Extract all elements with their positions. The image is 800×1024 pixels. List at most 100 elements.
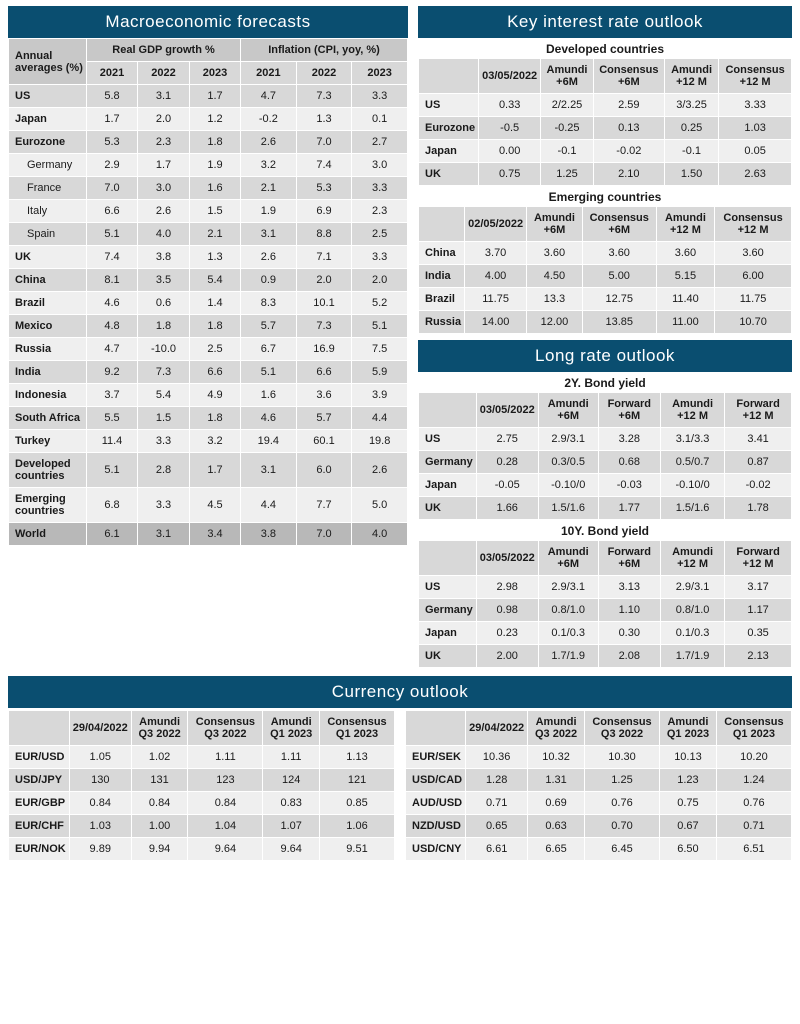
table-row: UK0.751.252.101.502.63 [419,163,792,186]
cell: 7.7 [296,488,352,523]
cell: 4.4 [241,488,297,523]
cell: 1.7 [189,453,240,488]
cell: 0.1/0.3 [660,622,724,645]
cell: 1.04 [188,815,263,838]
cell: 5.15 [656,265,714,288]
cell: USD/JPY [9,769,70,792]
cell: 0.68 [598,451,660,474]
cell: 2.6 [241,246,297,269]
cell: 1.77 [598,497,660,520]
cell: 9.94 [131,838,188,861]
cell: 7.3 [296,85,352,108]
cell: 2.08 [598,645,660,668]
cell: 2.1 [189,223,240,246]
cell: 9.2 [87,361,138,384]
table-row: Brazil4.60.61.48.310.15.2 [9,292,408,315]
cell: 3.3 [138,488,190,523]
cell: 0.3/0.5 [538,451,598,474]
table-row: South Africa5.51.51.84.65.74.4 [9,407,408,430]
cell: Russia [9,338,87,361]
cell: 1.24 [716,769,791,792]
col-header: Amundi +12 M [660,393,724,428]
cell: -0.1 [541,140,594,163]
rates-em-table: 02/05/2022Amundi +6MConsensus +6MAmundi … [418,206,792,334]
fx-left-table: 29/04/2022Amundi Q3 2022Consensus Q3 202… [8,710,395,861]
macro-group-gdp: Real GDP growth % [87,39,241,62]
cell: Russia [419,311,465,334]
cell: 1.8 [189,131,240,154]
cell: 0.28 [476,451,538,474]
table-row: Japan0.00-0.1-0.02-0.10.05 [419,140,792,163]
cell: 3.41 [725,428,792,451]
cell: 2.3 [352,200,408,223]
cell: 0.71 [716,815,791,838]
cell: India [9,361,87,384]
cell: 1.66 [476,497,538,520]
col-header: Amundi Q1 2023 [263,711,320,746]
cell: 3.28 [598,428,660,451]
cell: UK [419,497,477,520]
cell: 2.3 [138,131,190,154]
cell: 1.5/1.6 [538,497,598,520]
long-sub-2y: 2Y. Bond yield [418,372,792,392]
cell: 0.70 [584,815,659,838]
cell: 0.75 [479,163,541,186]
cell: 2.5 [352,223,408,246]
col-header: 2022 [296,62,352,85]
cell: 7.0 [296,523,352,546]
table-row: Eurozone-0.5-0.250.130.251.03 [419,117,792,140]
table-row: US0.332/2.252.593/3.253.33 [419,94,792,117]
cell: 12.00 [527,311,583,334]
cell: 10.20 [716,746,791,769]
col-header: 03/05/2022 [476,541,538,576]
rates-panel: Key interest rate outlook Developed coun… [418,6,792,334]
cell: 0.83 [263,792,320,815]
table-row: Emerging countries6.83.34.54.47.75.0 [9,488,408,523]
rates-dev-sub: Developed countries [418,38,792,58]
col-header: 29/04/2022 [69,711,131,746]
cell: 7.3 [138,361,190,384]
cell: 19.8 [352,430,408,453]
cell: -0.1 [664,140,718,163]
cell: 2.00 [476,645,538,668]
table-row: Germany2.91.71.93.27.43.0 [9,154,408,177]
col-header: Amundi Q1 2023 [660,711,717,746]
cell: 10.13 [660,746,717,769]
cell: 2.75 [476,428,538,451]
cell: 1.17 [725,599,792,622]
table-row: Japan0.230.1/0.30.300.1/0.30.35 [419,622,792,645]
cell: 0.87 [725,451,792,474]
macro-panel: Macroeconomic forecasts Annual averages … [8,6,408,546]
cell: 5.1 [241,361,297,384]
cell: 11.40 [656,288,714,311]
cell: 4.7 [87,338,138,361]
cell: Indonesia [9,384,87,407]
cell: AUD/USD [406,792,466,815]
cell: 1.7 [138,154,190,177]
cell: 4.0 [138,223,190,246]
cell: 7.0 [87,177,138,200]
cell: -0.10/0 [660,474,724,497]
col-header: 2021 [87,62,138,85]
cell: 5.1 [87,453,138,488]
cell: 13.85 [582,311,656,334]
col-header [419,207,465,242]
macro-group-inflation: Inflation (CPI, yoy, %) [241,39,408,62]
cell: 5.4 [138,384,190,407]
table-row: Indonesia3.75.44.91.63.63.9 [9,384,408,407]
cell: 2.9 [87,154,138,177]
table-row: USD/CAD1.281.311.251.231.24 [406,769,792,792]
cell: 3.7 [87,384,138,407]
cell: -0.25 [541,117,594,140]
col-header: Consensus Q1 2023 [716,711,791,746]
cell: 3.70 [465,242,527,265]
cell: 7.4 [87,246,138,269]
cell: 3.0 [138,177,190,200]
cell: 1.5 [138,407,190,430]
cell: 0.25 [664,117,718,140]
cell: 1.25 [584,769,659,792]
cell: 1.8 [189,315,240,338]
cell: 13.3 [527,288,583,311]
cell: 0.13 [593,117,664,140]
col-header: Forward +6M [598,393,660,428]
